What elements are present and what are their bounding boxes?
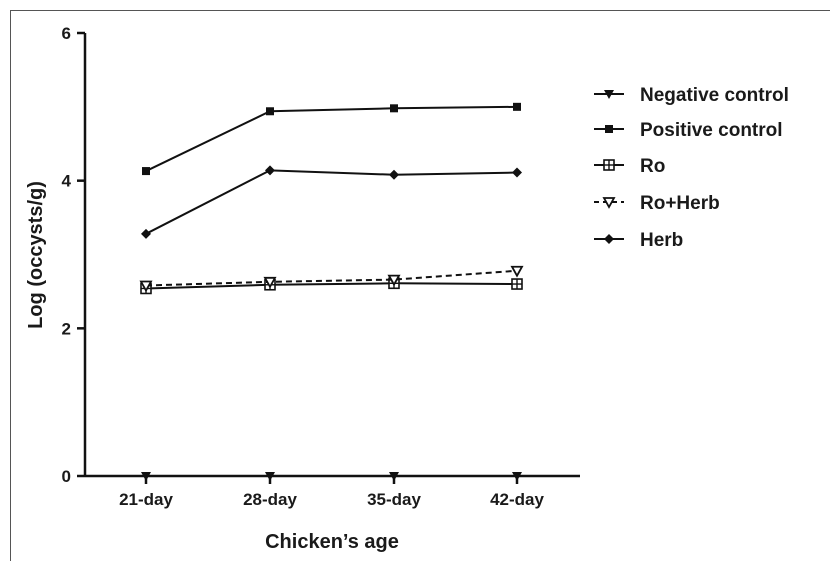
legend-item-ro: Ro <box>594 156 665 177</box>
data-point-herb <box>265 165 275 176</box>
legend-label-ro-herb: Ro+Herb <box>640 193 720 214</box>
series-herb <box>141 165 522 239</box>
legend-item-negative-control: Negative control <box>594 85 789 106</box>
data-point-ro-herb-shape <box>263 276 277 289</box>
legend-item-positive-control: Positive control <box>594 120 783 141</box>
legend-item-ro-herb: Ro+Herb <box>594 193 720 214</box>
data-point-ro-herb-shape <box>510 265 524 278</box>
legend-label-ro: Ro <box>640 156 665 177</box>
y-tick-label: 2 <box>62 319 71 338</box>
y-tick-label: 0 <box>62 467 71 486</box>
data-point-negative-control <box>389 472 399 481</box>
data-point-positive-control <box>142 167 150 176</box>
legend: Negative control Positive control Ro Ro+Her… <box>594 85 789 251</box>
data-point-positive-control-shape <box>513 102 521 111</box>
legend-marker-ro-herb <box>602 197 616 209</box>
legend-item-herb: Herb <box>594 230 683 251</box>
legend-marker-negative-control <box>604 90 614 99</box>
data-point-negative-control <box>141 472 151 481</box>
data-point-negative-control-shape <box>141 472 151 481</box>
data-point-positive-control <box>513 102 521 111</box>
legend-marker-ro-herb-shape <box>602 197 616 209</box>
data-point-ro <box>511 278 523 290</box>
data-point-ro-herb <box>139 280 153 293</box>
legend-marker-positive-control <box>605 125 613 133</box>
legend-marker-negative-control-shape <box>604 90 614 99</box>
data-point-negative-control <box>265 472 275 481</box>
x-tick-label: 35-day <box>367 490 421 509</box>
series-line-positive-control <box>145 105 518 172</box>
x-tick-label: 21-day <box>119 490 173 509</box>
data-point-herb-shape <box>141 228 151 239</box>
data-point-herb-shape <box>265 165 275 176</box>
data-point-ro-herb <box>387 274 401 287</box>
data-point-herb-shape <box>389 169 399 180</box>
legend-marker-herb <box>604 234 614 244</box>
data-point-ro-herb-shape <box>387 274 401 287</box>
data-point-herb-shape <box>512 167 522 178</box>
data-point-herb <box>512 167 522 178</box>
figure-frame <box>10 10 830 561</box>
series-line-ro <box>145 282 518 290</box>
data-point-negative-control-shape <box>265 472 275 481</box>
axes: 0 2 4 6 21-day 28-day 35-day 42-day <box>62 24 580 509</box>
plot-area <box>139 102 524 481</box>
y-tick-label: 6 <box>62 24 71 43</box>
legend-marker-herb-shape <box>604 234 614 244</box>
x-tick-label: 42-day <box>490 490 544 509</box>
data-point-ro-herb <box>263 276 277 289</box>
data-point-herb <box>389 169 399 180</box>
x-tick-label: 28-day <box>243 490 297 509</box>
data-point-ro-herb <box>510 265 524 278</box>
data-point-ro-herb-shape <box>139 280 153 293</box>
series-line-herb <box>145 169 518 235</box>
series-ro-herb <box>139 265 524 293</box>
data-point-herb <box>141 228 151 239</box>
y-tick-label: 4 <box>62 172 72 191</box>
legend-label-negative-control: Negative control <box>640 85 789 106</box>
data-point-positive-control-shape <box>266 107 274 116</box>
y-axis-label: Log (occysts/g) <box>25 181 47 329</box>
legend-label-herb: Herb <box>640 230 683 251</box>
data-point-negative-control <box>512 472 522 481</box>
series-line-ro-herb <box>145 269 518 287</box>
series-positive-control <box>142 102 521 176</box>
data-point-negative-control-shape <box>389 472 399 481</box>
legend-marker-positive-control-shape <box>605 125 613 133</box>
data-point-negative-control-shape <box>512 472 522 481</box>
data-point-positive-control <box>266 107 274 116</box>
data-point-positive-control-shape <box>390 104 398 113</box>
data-point-positive-control <box>390 104 398 113</box>
series-negative-control <box>141 472 522 481</box>
data-point-positive-control-shape <box>142 167 150 176</box>
x-axis-label: Chicken’s age <box>265 531 399 553</box>
legend-label-positive-control: Positive control <box>640 120 783 141</box>
legend-marker-ro <box>603 159 615 171</box>
